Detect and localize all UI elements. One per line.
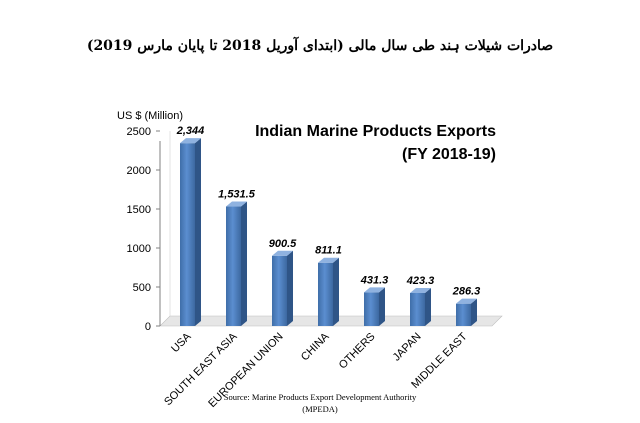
bar-front bbox=[410, 292, 425, 326]
bar bbox=[226, 201, 247, 326]
category-label: USA bbox=[169, 330, 194, 355]
bar-front bbox=[272, 255, 287, 326]
y-axis-label: US $ (Million) bbox=[117, 110, 183, 122]
bar-top bbox=[226, 201, 247, 207]
bar bbox=[318, 257, 339, 326]
chart-title: Indian Marine Products Exports bbox=[255, 123, 496, 140]
bars bbox=[180, 138, 477, 326]
bar bbox=[456, 298, 477, 326]
source-line-1: Source: Marine Products Export Developme… bbox=[223, 392, 417, 402]
data-label: 2,344 bbox=[176, 125, 205, 137]
category-label: OTHERS bbox=[337, 331, 378, 372]
category-label: JAPAN bbox=[391, 331, 424, 364]
data-label: 423.3 bbox=[406, 275, 435, 287]
bar-side bbox=[471, 298, 477, 326]
bar-front bbox=[456, 303, 471, 326]
bar-side bbox=[287, 250, 293, 326]
bar-top bbox=[272, 250, 293, 256]
data-label: 286.3 bbox=[452, 286, 481, 298]
bar-side bbox=[195, 138, 201, 326]
bar-side bbox=[333, 257, 339, 326]
bar-top bbox=[364, 287, 385, 293]
y-tick-label: 2000 bbox=[127, 165, 151, 177]
bar-top bbox=[180, 138, 201, 144]
bar-top bbox=[456, 298, 477, 304]
category-label: CHINA bbox=[299, 330, 332, 363]
bar-top bbox=[318, 257, 339, 263]
bar-front bbox=[180, 143, 195, 326]
bar-front bbox=[364, 292, 379, 326]
bar-side bbox=[379, 287, 385, 326]
data-label: 811.1 bbox=[315, 245, 342, 257]
bar-side bbox=[425, 287, 431, 326]
bar-front bbox=[226, 206, 241, 326]
bar-front bbox=[318, 262, 333, 326]
data-label: 900.5 bbox=[269, 238, 297, 250]
bar bbox=[410, 287, 431, 326]
bar bbox=[180, 138, 201, 326]
source-line-2: (MPEDA) bbox=[302, 404, 338, 414]
bar-side bbox=[241, 201, 247, 326]
data-labels: 2,344 1,531.5 900.5 811.1 431.3 423.3 286.3 bbox=[176, 125, 481, 298]
source-note: Source: Marine Products Export Developme… bbox=[0, 391, 640, 415]
bar-top bbox=[410, 287, 431, 293]
y-tick-label: 1000 bbox=[127, 243, 151, 255]
bar bbox=[364, 287, 385, 326]
y-axis-ticks: 0 500 1000 1500 2000 2500 bbox=[127, 126, 160, 333]
y-tick-label: 2500 bbox=[127, 126, 151, 138]
y-tick-label: 500 bbox=[133, 282, 151, 294]
data-label: 1,531.5 bbox=[218, 189, 256, 201]
data-label: 431.3 bbox=[360, 274, 389, 286]
chart-subtitle: (FY 2018-19) bbox=[402, 146, 496, 163]
page-title: صادرات شیلات ہند طی سال مالی (ابتدای آور… bbox=[86, 38, 554, 54]
y-tick-label: 0 bbox=[145, 321, 151, 333]
bar bbox=[272, 250, 293, 326]
y-tick-label: 1500 bbox=[127, 204, 151, 216]
